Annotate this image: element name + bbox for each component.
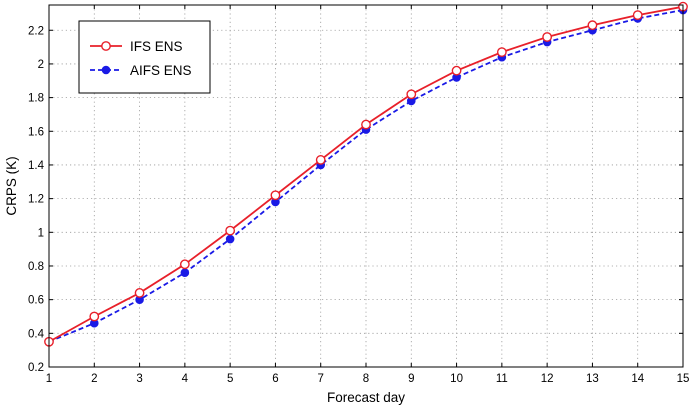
legend-box (78, 20, 211, 94)
y-tick-label: 1.6 (28, 126, 44, 138)
data-point-ifs-ens (406, 89, 417, 100)
data-point-ifs-ens (179, 259, 190, 270)
x-tick-label: 9 (408, 373, 414, 385)
legend-label-ifs-ens: IFS ENS (130, 39, 183, 54)
x-tick-label: 3 (136, 373, 142, 385)
legend: IFS ENS AIFS ENS (78, 20, 211, 94)
data-point-aifs-ens (180, 268, 190, 278)
y-tick-label: 1.4 (28, 160, 45, 172)
data-point-ifs-ens (361, 119, 371, 130)
y-tick-label: 1 (38, 227, 44, 239)
data-point-ifs-ens (315, 155, 326, 165)
x-tick-label: 13 (586, 373, 599, 385)
y-tick-label: 0.8 (28, 261, 44, 273)
data-point-ifs-ens (89, 311, 100, 322)
series-layer (44, 1, 688, 347)
x-tick-label: 6 (272, 373, 278, 385)
axis-ticks: 1 2 3 4 5 6 7 8 9 10 11 12 13 14 150.20.40.60.811.21.4… (28, 5, 689, 385)
x-tick-label: 4 (182, 373, 189, 385)
data-point-ifs-ens (587, 20, 598, 31)
data-point-ifs-ens (496, 47, 507, 58)
data-point-ifs-ens (134, 288, 145, 298)
x-tick-label: 11 (496, 373, 508, 385)
legend-marker-ifs-ens (101, 41, 111, 51)
data-point-ifs-ens (632, 10, 643, 21)
data-point-ifs-ens (225, 225, 236, 236)
x-tick-label: 15 (677, 373, 690, 385)
grid-lines (49, 5, 683, 367)
x-tick-label: 5 (227, 373, 233, 385)
data-point-ifs-ens (451, 65, 462, 76)
data-point-aifs-ens (225, 234, 235, 244)
y-tick-label: 1.8 (28, 93, 44, 105)
y-tick-label: 0.6 (28, 295, 44, 307)
y-tick-label: 0.2 (28, 362, 44, 374)
x-axis-label: Forecast day (327, 390, 405, 405)
data-point-ifs-ens (542, 32, 553, 42)
x-tick-label: 14 (631, 373, 644, 385)
legend-marker-aifs-ens (101, 65, 111, 75)
y-tick-label: 2 (38, 59, 44, 71)
x-tick-label: 12 (541, 373, 554, 385)
x-tick-label: 8 (363, 373, 369, 385)
y-tick-label: 2.2 (28, 25, 44, 37)
x-tick-label: 10 (450, 373, 463, 385)
y-axis-label: CRPS (K) (4, 156, 19, 215)
x-tick-label: 1 (46, 373, 52, 385)
y-tick-label: 0.4 (28, 328, 45, 340)
data-point-ifs-ens (270, 190, 281, 201)
y-tick-label: 1.2 (28, 194, 44, 206)
x-tick-label: 2 (91, 373, 97, 385)
series-line-aifs-ens (48, 9, 684, 343)
x-tick-label: 7 (318, 373, 324, 385)
legend-label-aifs-ens: AIFS ENS (130, 63, 192, 78)
